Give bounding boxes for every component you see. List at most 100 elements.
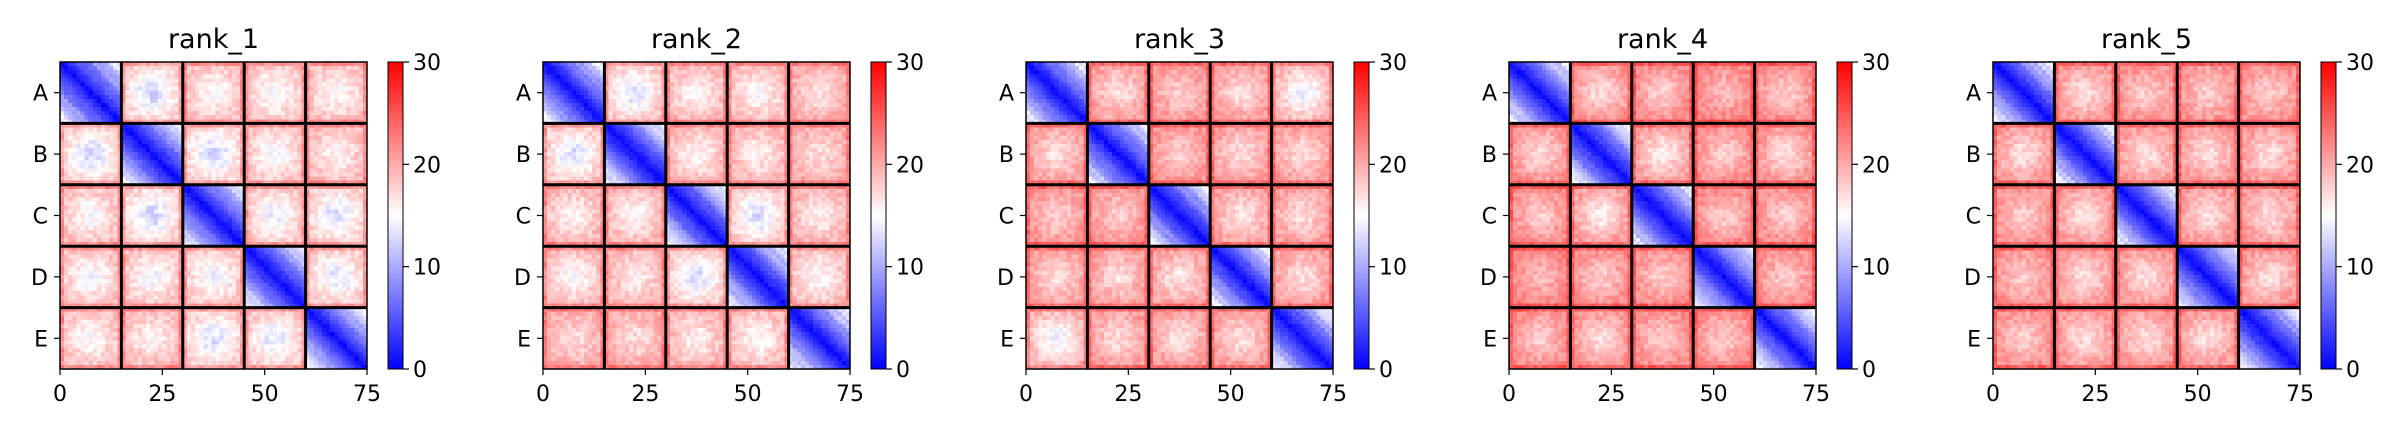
heatmap-cell <box>97 74 102 79</box>
heatmap-cell <box>138 91 143 96</box>
heatmap-cell <box>162 173 167 178</box>
heatmap-cell <box>334 258 339 263</box>
heatmap-cell <box>318 87 323 92</box>
heatmap-cell <box>297 205 302 210</box>
heatmap-cell <box>236 148 241 153</box>
heatmap-cell <box>175 218 180 223</box>
heatmap-cell <box>326 103 331 108</box>
heatmap-cell <box>269 111 274 116</box>
heatmap-cell <box>334 107 339 112</box>
heatmap-cell <box>191 66 196 71</box>
heatmap-cell <box>310 271 315 276</box>
heatmap-cell <box>330 238 335 243</box>
heatmap-cell <box>85 201 90 206</box>
heatmap-cell <box>191 115 196 120</box>
heatmap-cell <box>318 66 323 71</box>
heatmap-cell <box>289 230 294 235</box>
heatmap-cell <box>187 152 192 157</box>
heatmap-cell <box>322 74 327 79</box>
heatmap-cell <box>220 111 225 116</box>
heatmap-cell <box>269 103 274 108</box>
heatmap-cell <box>199 99 204 104</box>
heatmap-cell <box>68 234 73 239</box>
heatmap-cell <box>216 144 221 149</box>
heatmap-cell <box>138 168 143 173</box>
heatmap-cell <box>72 103 77 108</box>
heatmap-cell <box>154 238 159 243</box>
heatmap-cell <box>146 78 151 83</box>
heatmap-cell <box>211 78 216 83</box>
heatmap-cell <box>269 99 274 104</box>
heatmap-cell <box>154 74 159 79</box>
heatmap-cell <box>289 144 294 149</box>
heatmap-cell <box>142 70 147 75</box>
heatmap-cell <box>248 156 253 161</box>
heatmap-cell <box>175 234 180 239</box>
heatmap-cell <box>277 226 282 231</box>
heatmap-cell <box>125 263 130 268</box>
heatmap-cell <box>293 136 298 141</box>
heatmap-cell <box>256 168 261 173</box>
heatmap-cell <box>211 177 216 182</box>
heatmap-cell <box>269 263 274 268</box>
heatmap-cell <box>228 115 233 120</box>
heatmap-cell <box>216 87 221 92</box>
heatmap-cell <box>273 111 278 116</box>
heatmap-cell <box>220 234 225 239</box>
heatmap-cell <box>318 152 323 157</box>
heatmap-cell <box>187 263 192 268</box>
heatmap-cell <box>216 164 221 169</box>
heatmap-cell <box>97 66 102 71</box>
heatmap-cell <box>326 132 331 137</box>
heatmap-cell <box>220 99 225 104</box>
heatmap-cell <box>281 168 286 173</box>
heatmap-cell <box>338 74 343 79</box>
heatmap-cell <box>203 197 208 202</box>
heatmap-cell <box>224 267 229 272</box>
heatmap-cell <box>130 279 135 284</box>
heatmap-cell <box>318 267 323 272</box>
heatmap-cell <box>211 258 216 263</box>
heatmap-cell <box>265 209 270 214</box>
heatmap-cell <box>64 74 69 79</box>
heatmap-cell <box>187 230 192 235</box>
heatmap-cell <box>125 213 130 218</box>
heatmap-cell <box>203 254 208 259</box>
heatmap-cell <box>273 144 278 149</box>
heatmap-cell <box>261 263 266 268</box>
heatmap-cell <box>277 82 282 87</box>
heatmap-cell <box>125 258 130 263</box>
heatmap-cell <box>355 250 360 255</box>
heatmap-cell <box>64 263 69 268</box>
heatmap-cell <box>146 238 151 243</box>
heatmap-cell <box>166 173 171 178</box>
heatmap-cell <box>93 177 98 182</box>
heatmap-cell <box>93 193 98 198</box>
heatmap-cell <box>265 283 270 288</box>
heatmap-cell <box>330 87 335 92</box>
heatmap-cell <box>93 107 98 112</box>
heatmap-cell <box>85 177 90 182</box>
heatmap-cell <box>195 209 200 214</box>
heatmap-cell <box>310 160 315 165</box>
heatmap-cell <box>342 258 347 263</box>
heatmap-cell <box>269 132 274 137</box>
heatmap-cell <box>314 250 319 255</box>
heatmap-cell <box>68 287 73 292</box>
heatmap-cell <box>232 275 237 280</box>
heatmap-cell <box>248 205 253 210</box>
heatmap-cell <box>89 205 94 210</box>
heatmap-cell <box>256 226 261 231</box>
heatmap-cell <box>207 168 212 173</box>
heatmap-cell <box>289 140 294 145</box>
heatmap-cell <box>265 230 270 235</box>
heatmap-cell <box>261 152 266 157</box>
heatmap-cell <box>224 230 229 235</box>
heatmap-cell <box>142 103 147 108</box>
heatmap-cell <box>281 209 286 214</box>
heatmap-cell <box>281 82 286 87</box>
heatmap-cell <box>252 197 257 202</box>
heatmap-cell <box>76 222 81 227</box>
heatmap-cell <box>187 132 192 137</box>
heatmap-cell <box>125 205 130 210</box>
